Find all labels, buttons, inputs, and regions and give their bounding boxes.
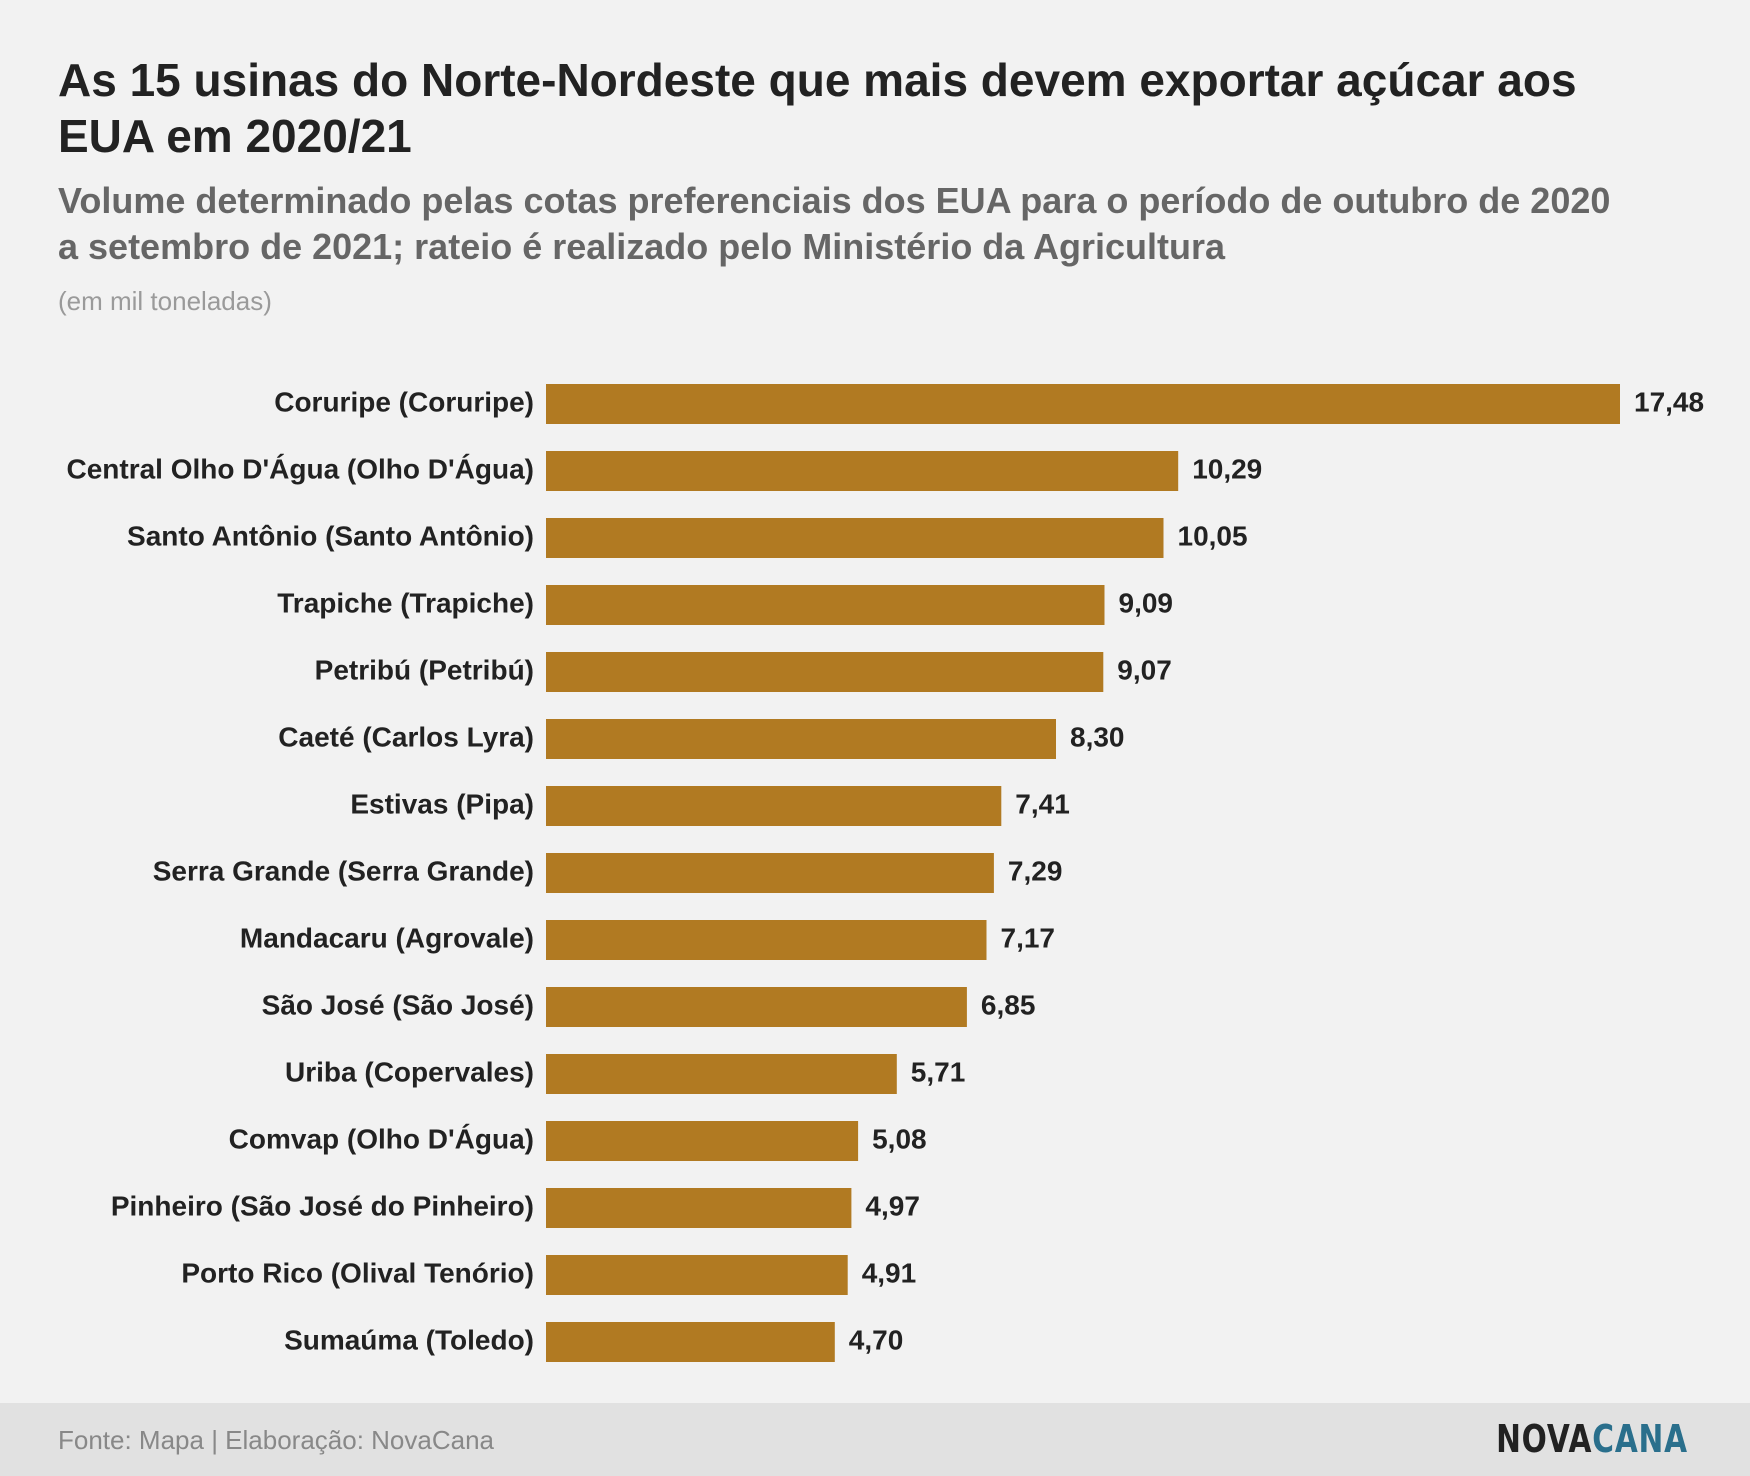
value-label: 7,41 [1015,788,1070,819]
novacana-logo: NOVACANA [1496,1417,1688,1461]
source-note: Fonte: Mapa | Elaboração: NovaCana [58,1425,495,1455]
bar [546,1255,848,1295]
value-label: 5,71 [911,1056,966,1087]
category-label: Serra Grande (Serra Grande) [153,855,534,886]
category-label: Sumaúma (Toledo) [284,1324,534,1355]
value-label: 10,05 [1178,520,1248,551]
bar [546,853,994,893]
category-label: Uriba (Copervales) [285,1056,534,1087]
category-label: Estivas (Pipa) [350,788,534,819]
logo-part-2: CANA [1592,1417,1688,1461]
category-label: São José (São José) [262,989,534,1020]
category-label: Central Olho D'Água (Olho D'Água) [66,453,534,484]
value-label: 10,29 [1192,453,1262,484]
category-label: Coruripe (Coruripe) [274,386,534,417]
bar-chart: Coruripe (Coruripe) 17,48 Central Olho D'Á… [66,384,1704,1362]
unit-label: (em mil toneladas) [58,286,272,316]
bar [546,1054,897,1094]
category-label: Trapiche (Trapiche) [277,587,534,618]
bar [546,1188,852,1228]
bar [546,384,1620,424]
bar [546,1121,859,1161]
bar [546,719,1056,759]
category-label: Comvap (Olho D'Água) [229,1123,534,1154]
category-label: Santo Antônio (Santo Antônio) [127,520,534,551]
footer: Fonte: Mapa | Elaboração: NovaCana NOVAC… [0,1403,1750,1476]
bar [546,1322,835,1362]
bar [546,920,987,960]
value-label: 17,48 [1634,386,1704,417]
bar [546,518,1164,558]
category-label: Mandacaru (Agrovale) [240,922,534,953]
bar [546,652,1104,692]
bar [546,786,1002,826]
bar [546,585,1105,625]
value-label: 8,30 [1070,721,1125,752]
value-label: 9,07 [1117,654,1172,685]
category-label: Pinheiro (São José do Pinheiro) [111,1190,534,1221]
value-label: 6,85 [981,989,1036,1020]
logo-part-1: NOVA [1496,1417,1593,1461]
category-label: Porto Rico (Olival Tenório) [181,1257,534,1288]
value-label: 4,97 [865,1190,920,1221]
value-label: 7,17 [1001,922,1056,953]
bar [546,451,1179,491]
value-label: 4,70 [849,1324,904,1355]
value-label: 4,91 [862,1257,917,1288]
chart-subtitle: Volume determinado pelas cotas preferenc… [58,180,1611,267]
bar [546,987,967,1027]
value-label: 5,08 [872,1123,927,1154]
category-label: Caeté (Carlos Lyra) [278,721,534,752]
category-label: Petribú (Petribú) [315,654,534,685]
value-label: 9,09 [1119,587,1174,618]
value-label: 7,29 [1008,855,1063,886]
chart-title: As 15 usinas do Norte-Nordeste que mais … [58,54,1577,162]
